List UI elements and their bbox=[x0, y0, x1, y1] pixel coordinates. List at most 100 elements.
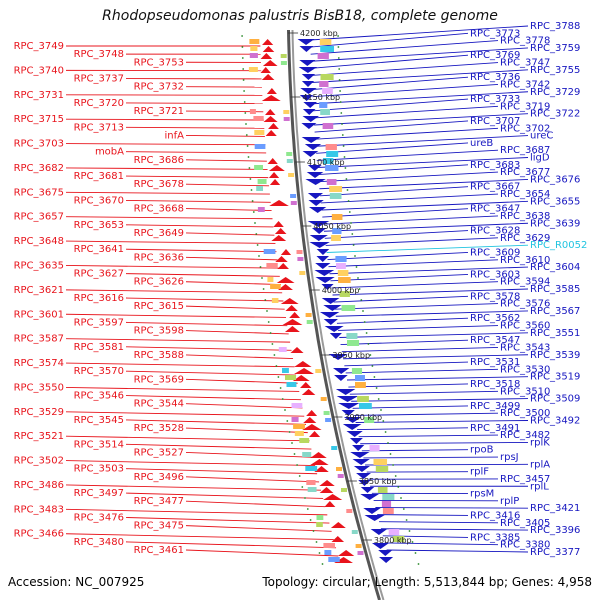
feature-block bbox=[346, 333, 358, 339]
right-gene-label: RPC_3530 bbox=[500, 364, 550, 375]
feature-block bbox=[326, 151, 339, 157]
guide-dot bbox=[354, 255, 356, 257]
guide-dot bbox=[355, 266, 358, 268]
guide-dot bbox=[256, 244, 259, 246]
guide-dot bbox=[245, 134, 248, 136]
right-gene-label: RPC_R0052 bbox=[530, 240, 587, 251]
feature-block bbox=[249, 53, 258, 58]
right-gene-arrow bbox=[379, 557, 394, 563]
feature-block bbox=[341, 488, 347, 492]
left-leader-line bbox=[125, 151, 267, 154]
feature-block bbox=[325, 144, 337, 150]
right-gene-arrow bbox=[346, 431, 363, 437]
feature-block bbox=[323, 543, 335, 548]
guide-dot bbox=[405, 519, 408, 521]
right-gene-arrow bbox=[306, 172, 324, 178]
right-leader-line bbox=[351, 398, 529, 402]
left-gene-label: RPC_3753 bbox=[134, 57, 184, 68]
guide-dot bbox=[258, 255, 260, 257]
feature-block bbox=[338, 277, 351, 283]
left-gene-arrow bbox=[260, 67, 271, 73]
left-gene-arrow bbox=[337, 550, 355, 556]
right-leader-line bbox=[325, 237, 499, 246]
right-gene-arrow bbox=[298, 67, 318, 73]
left-gene-arrow bbox=[292, 375, 310, 381]
left-gene-label: RPC_3621 bbox=[14, 285, 64, 296]
feature-block bbox=[271, 298, 279, 303]
guide-dot bbox=[267, 321, 270, 323]
left-gene-arrow bbox=[300, 382, 312, 388]
left-leader-line bbox=[65, 338, 291, 343]
right-gene-label: rpsM bbox=[470, 489, 494, 500]
right-gene-label: RPC_3457 bbox=[500, 474, 550, 485]
left-gene-arrow bbox=[302, 424, 322, 430]
right-leader-line bbox=[313, 105, 499, 119]
left-gene-label: RPC_3598 bbox=[134, 326, 184, 337]
guide-dot bbox=[312, 530, 315, 532]
left-leader-line bbox=[65, 508, 328, 516]
guide-dot bbox=[360, 299, 363, 301]
guide-dot bbox=[392, 464, 394, 466]
right-gene-label: RPC_3543 bbox=[500, 342, 550, 353]
right-leader-line bbox=[375, 507, 529, 509]
left-gene-label: RPC_3476 bbox=[74, 512, 124, 523]
right-gene-label: rpsJ bbox=[500, 452, 519, 463]
left-leader-line bbox=[125, 273, 280, 277]
left-gene-arrow bbox=[319, 487, 334, 493]
guide-dot bbox=[266, 310, 268, 312]
left-gene-arrow bbox=[301, 389, 316, 395]
left-gene-label: RPC_3581 bbox=[74, 342, 124, 353]
right-gene-label: RPC_3604 bbox=[530, 262, 580, 273]
right-gene-arrow bbox=[342, 424, 362, 430]
right-gene-label: rplA bbox=[530, 459, 550, 470]
right-gene-label: RPC_3500 bbox=[500, 408, 550, 419]
right-gene-label: RPC_3499 bbox=[470, 401, 520, 412]
feature-block bbox=[331, 446, 338, 450]
guide-dot bbox=[352, 244, 355, 246]
guide-dot bbox=[243, 90, 246, 92]
right-gene-label: RPC_3654 bbox=[500, 189, 550, 200]
left-gene-arrow bbox=[274, 228, 287, 234]
left-leader-line bbox=[185, 452, 314, 458]
right-leader-line bbox=[317, 164, 469, 176]
guide-dot bbox=[249, 178, 252, 180]
right-gene-label: RPC_3562 bbox=[470, 313, 520, 324]
guide-dot bbox=[348, 211, 351, 213]
right-gene-arrow bbox=[363, 508, 381, 514]
guide-dot bbox=[363, 321, 366, 323]
kbp-ticks: 4200 kbp 4150 kbp 4100 kbp 4050 kbp 4000 kbp… bbox=[288, 29, 412, 545]
left-gene-arrow bbox=[310, 452, 327, 458]
feature-block bbox=[325, 165, 339, 171]
left-leader-line bbox=[185, 500, 326, 508]
right-gene-label: RPC_3702 bbox=[500, 123, 550, 134]
right-leader-line bbox=[328, 259, 499, 268]
right-gene-label: RPC_3578 bbox=[470, 291, 520, 302]
feature-block bbox=[392, 536, 405, 542]
right-leader-line bbox=[384, 542, 499, 546]
right-leader-line bbox=[363, 456, 499, 459]
feature-block bbox=[256, 186, 264, 191]
guide-dot bbox=[339, 90, 341, 92]
feature-block bbox=[319, 81, 329, 87]
right-leader-line bbox=[312, 91, 529, 105]
right-gene-label: RPC_3482 bbox=[500, 430, 550, 441]
left-leader-line bbox=[125, 346, 292, 351]
left-leader-line bbox=[125, 395, 301, 401]
left-leader-line bbox=[65, 265, 279, 269]
left-leader-line bbox=[65, 460, 316, 466]
left-gene-arrow bbox=[269, 200, 289, 206]
feature-block bbox=[317, 53, 329, 59]
right-leader-line bbox=[311, 69, 529, 83]
right-gene-arrow bbox=[370, 529, 388, 535]
left-gene-arrow bbox=[260, 53, 273, 59]
right-leader-line bbox=[321, 200, 529, 211]
guide-dot bbox=[250, 189, 253, 191]
feature-block bbox=[297, 257, 304, 261]
feature-block bbox=[290, 201, 297, 205]
guide-dot bbox=[389, 453, 392, 455]
left-gene-label: RPC_3550 bbox=[14, 382, 64, 393]
feature-block bbox=[257, 179, 267, 184]
guide-dot bbox=[262, 288, 265, 290]
feature-block bbox=[315, 369, 322, 373]
